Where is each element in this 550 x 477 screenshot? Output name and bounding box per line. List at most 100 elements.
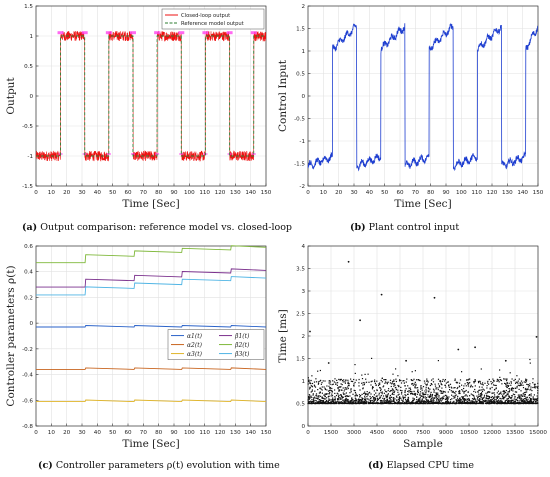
panel-d-point xyxy=(344,401,346,403)
panel-b-xtick-label: 150 xyxy=(533,190,544,196)
panel-d-point xyxy=(520,383,522,385)
panel-d-point xyxy=(414,385,416,387)
panel-d-point xyxy=(322,402,324,405)
panel-d-point xyxy=(425,392,427,394)
panel-d-point xyxy=(370,402,372,404)
panel-d-point xyxy=(506,402,508,405)
panel-d-point xyxy=(329,381,331,383)
panel-d-point xyxy=(452,402,454,405)
panel-d-point xyxy=(534,383,536,385)
panel-d-point xyxy=(461,384,463,386)
panel-d-point xyxy=(510,382,512,384)
caption-a-text: Output comparison: reference model vs. c… xyxy=(40,222,292,233)
panel-a-transient-mark xyxy=(202,31,209,35)
panel-d-point xyxy=(519,402,521,405)
panel-d-point xyxy=(431,395,433,397)
panel-c-ylabel: Controller parameters ρ(t) xyxy=(5,265,17,406)
panel-d-point xyxy=(360,402,362,404)
panel-b-axes-frame xyxy=(307,5,539,187)
panel-d-point xyxy=(367,398,369,400)
panel-d-point xyxy=(321,402,323,404)
panel-d-point xyxy=(330,402,332,405)
panel-d-point xyxy=(339,389,341,391)
panel-d-point xyxy=(387,390,389,392)
panel-d-point xyxy=(387,394,389,396)
panel-d-point xyxy=(412,402,414,404)
panel-d-point xyxy=(519,396,521,398)
panel-d-point xyxy=(370,397,372,399)
panel-d-point xyxy=(318,395,320,397)
panel-d-point xyxy=(505,389,507,392)
panel-d-point xyxy=(452,395,454,397)
panel-d-point xyxy=(397,389,399,391)
panel-d-point xyxy=(444,384,446,386)
panel-b-xtick-label: 120 xyxy=(487,190,498,196)
panel-d-point xyxy=(389,396,391,398)
panel-d-point xyxy=(453,397,455,399)
panel-d-point xyxy=(507,402,509,404)
panel-d-point xyxy=(432,398,434,400)
panel-d-point xyxy=(465,389,467,392)
panel-d-point xyxy=(440,400,442,402)
panel-d-point xyxy=(457,395,459,397)
panel-d-point xyxy=(358,402,361,405)
panel-d-point xyxy=(524,395,526,397)
panel-d-point xyxy=(422,396,424,399)
panel-d-point xyxy=(511,388,513,390)
panel-d-point xyxy=(328,382,330,384)
panel-d-point xyxy=(372,402,374,405)
panel-d-outlier xyxy=(327,362,330,364)
panel-c-xtick-label: 10 xyxy=(48,430,56,436)
panel-a-xtick-label: 70 xyxy=(140,190,148,196)
panel-d-point xyxy=(426,384,428,386)
panel-d-point xyxy=(417,399,419,401)
panel-d-point xyxy=(328,395,330,397)
panel-d-point xyxy=(371,388,374,390)
panel-d-point xyxy=(508,391,510,393)
panel-d-point xyxy=(407,402,409,404)
panel-d-point xyxy=(459,392,461,395)
panel-d-point xyxy=(387,400,389,403)
panel-d-point xyxy=(327,401,329,403)
panel-d-point xyxy=(315,378,317,380)
panel-d-point xyxy=(324,398,326,400)
panel-b-xtick-label: 140 xyxy=(517,190,528,196)
panel-d-point xyxy=(501,402,503,404)
panel-d-point xyxy=(523,401,525,403)
panel-d-point xyxy=(377,402,379,405)
panel-d-point xyxy=(497,395,499,397)
panel-d-point xyxy=(495,384,497,387)
panel-d-point xyxy=(383,379,385,381)
panel-d-point xyxy=(529,389,531,391)
panel-d-point xyxy=(333,401,335,404)
panel-d-point xyxy=(386,396,388,398)
panel-d-point xyxy=(489,396,491,398)
panel-d-point xyxy=(512,387,514,389)
panel-d-point xyxy=(466,402,468,404)
panel-c-series-3 xyxy=(36,399,267,403)
panel-d-point xyxy=(311,385,313,387)
panel-d-point xyxy=(478,399,480,402)
panel-d-point xyxy=(458,399,460,401)
panel-d-point xyxy=(474,379,476,381)
panel-c-series-6 xyxy=(36,276,267,296)
panel-d-point xyxy=(362,384,364,386)
panel-d-point xyxy=(459,397,461,399)
panel-d-point xyxy=(385,401,387,404)
panel-d-point xyxy=(521,395,523,397)
panel-d-point xyxy=(526,400,528,402)
panel-a-xtick-label: 30 xyxy=(78,190,86,196)
panel-d-point xyxy=(342,387,344,389)
panel-d-point xyxy=(416,396,418,398)
panel-d-point xyxy=(433,400,435,402)
panel-d-point xyxy=(361,397,363,399)
panel-d-point xyxy=(430,398,432,400)
panel-d-point xyxy=(437,398,439,400)
panel-d-point xyxy=(375,399,377,401)
panel-d-point xyxy=(449,383,452,385)
panel-d-point xyxy=(435,393,437,395)
panel-d-point xyxy=(354,390,356,392)
panel-d-point xyxy=(368,392,370,394)
panel-d-point xyxy=(476,401,478,403)
panel-d-point xyxy=(310,383,312,385)
